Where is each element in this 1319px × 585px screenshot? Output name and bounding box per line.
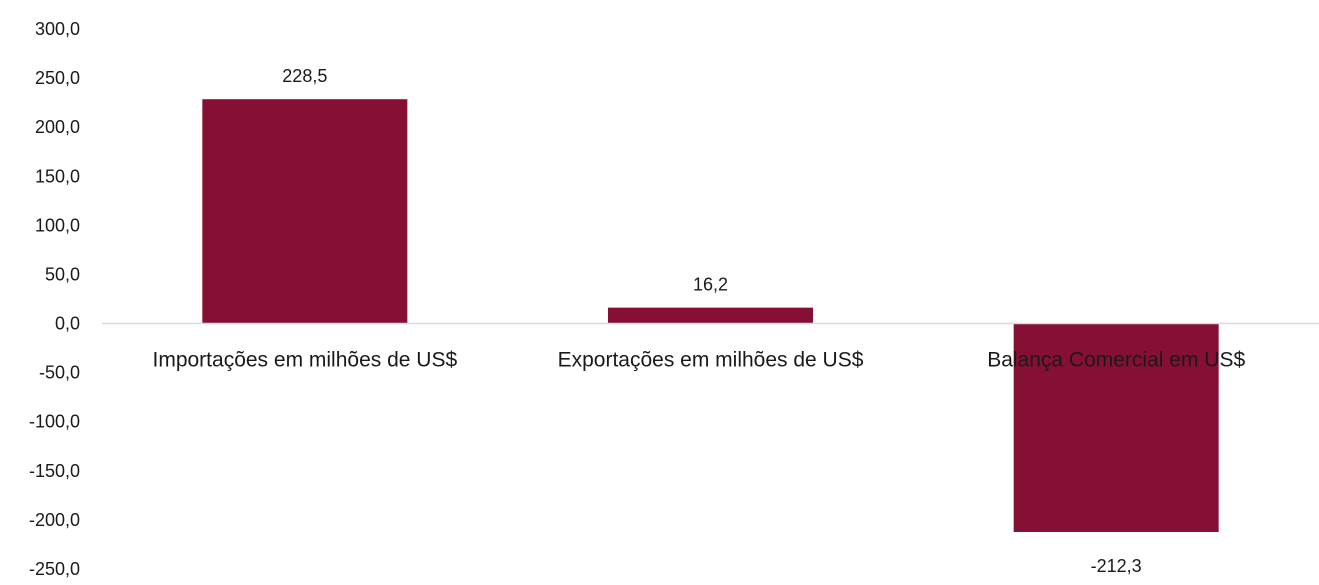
y-tick-label: -100,0 — [29, 412, 80, 432]
y-tick-label: -250,0 — [29, 559, 80, 579]
y-tick-label: 150,0 — [35, 166, 80, 186]
x-category-label: Balança Comercial em US$ — [987, 349, 1245, 372]
y-tick-label: 0,0 — [55, 314, 80, 334]
bar — [202, 99, 408, 324]
y-tick-label: 50,0 — [45, 264, 80, 284]
bar — [1013, 323, 1219, 532]
x-category-label: Importações em milhões de US$ — [153, 349, 458, 372]
y-tick-label: 250,0 — [35, 68, 80, 88]
y-axis-ticks: 300,0 250,0 200,0 150,0 100,0 50,0 0,0 -50,0 -10… — [29, 19, 80, 579]
data-label: 16,2 — [693, 275, 728, 295]
y-tick-label: -150,0 — [29, 461, 80, 481]
bar — [608, 307, 813, 324]
x-category-label: Exportações em milhões de US$ — [558, 349, 864, 372]
y-tick-label: -200,0 — [29, 510, 80, 530]
data-label: 228,5 — [282, 66, 327, 86]
y-tick-label: 100,0 — [35, 215, 80, 235]
y-tick-label: 200,0 — [35, 117, 80, 137]
x-axis-categories: Importações em milhões de US$ Exportações… — [153, 349, 1246, 372]
bars — [202, 99, 1219, 532]
data-label: -212,3 — [1091, 556, 1142, 576]
y-tick-label: -50,0 — [39, 363, 80, 383]
data-labels: 228,5 16,2 -212,3 — [282, 66, 1141, 576]
y-tick-label: 300,0 — [35, 19, 80, 39]
